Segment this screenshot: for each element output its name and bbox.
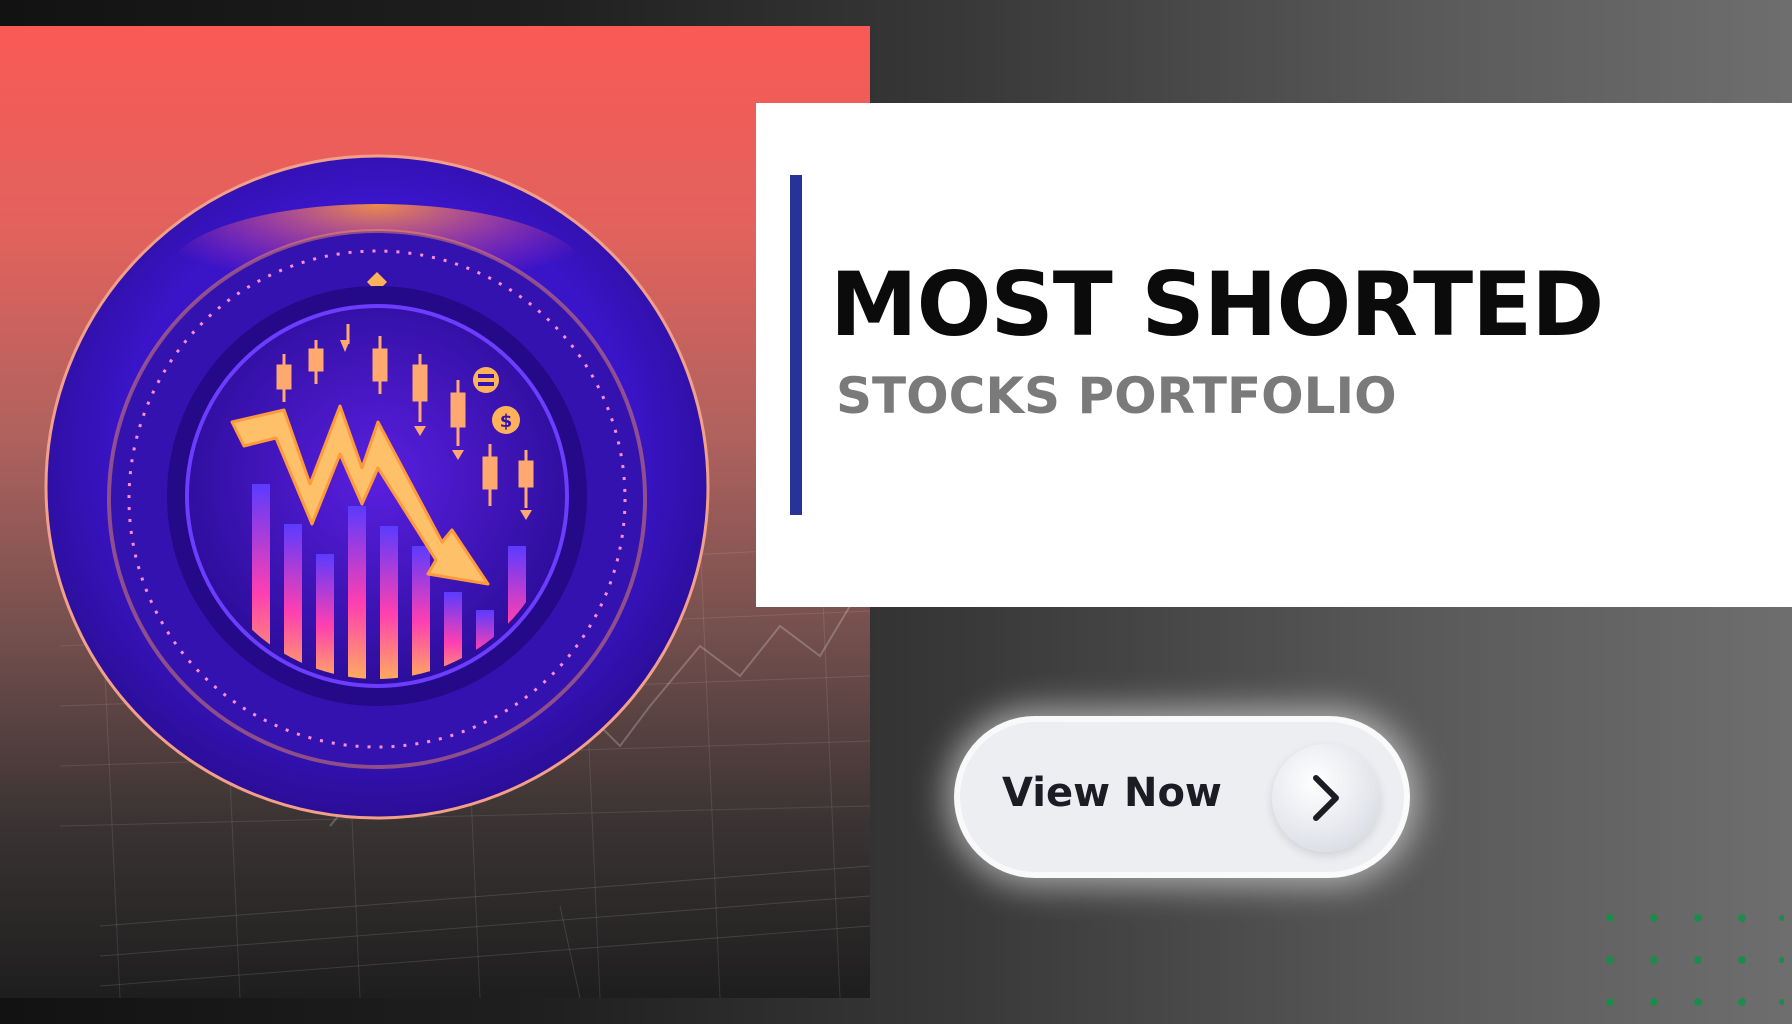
arrow-circle-button[interactable] <box>1272 744 1380 852</box>
page-subtitle: STOCKS PORTFOLIO <box>836 367 1397 425</box>
title-card: MOST SHORTED STOCKS PORTFOLIO <box>756 103 1792 607</box>
view-now-button[interactable]: View Now <box>960 722 1404 872</box>
decorative-dot-grid <box>1606 914 1784 1006</box>
view-now-label: View Now <box>1002 770 1222 816</box>
hero-image-panel: $ <box>0 26 870 998</box>
svg-text:$: $ <box>500 411 513 432</box>
falling-stock-chart-emblem: $ <box>44 154 710 820</box>
chevron-right-icon <box>1313 775 1339 821</box>
page-title: MOST SHORTED <box>830 253 1604 356</box>
accent-bar <box>790 175 802 515</box>
